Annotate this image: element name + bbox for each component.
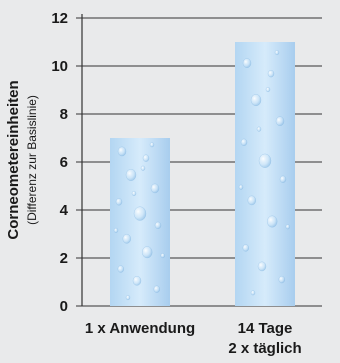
water-droplet bbox=[122, 233, 132, 244]
bar bbox=[110, 138, 170, 306]
water-droplet bbox=[257, 261, 267, 272]
water-droplet bbox=[266, 215, 278, 228]
x-category-label: 1 x Anwendung bbox=[85, 320, 195, 337]
water-droplet bbox=[125, 168, 137, 181]
water-droplet bbox=[274, 50, 280, 56]
water-droplet bbox=[149, 142, 155, 148]
y-axis-ticks: 0 2 4 6 8 10 12 bbox=[51, 10, 68, 315]
water-droplet bbox=[132, 275, 142, 286]
y-axis-title: Corneometereinheiten (Differenz zur Basi… bbox=[5, 80, 39, 239]
x-axis-labels: 1 x Anwendung 14 Tage 2 x täglich bbox=[85, 320, 302, 357]
water-droplet bbox=[278, 275, 286, 284]
y-axis-label: Corneometereinheiten bbox=[5, 80, 22, 239]
water-droplet bbox=[265, 86, 271, 93]
water-droplet bbox=[238, 184, 244, 190]
water-droplet bbox=[160, 253, 166, 259]
bars bbox=[110, 42, 295, 306]
water-droplet bbox=[125, 295, 131, 301]
water-droplet bbox=[115, 198, 123, 206]
water-droplet bbox=[267, 69, 275, 78]
water-droplet bbox=[131, 190, 137, 196]
water-droplet bbox=[242, 244, 250, 252]
water-droplet bbox=[250, 94, 262, 107]
y-tick-label: 4 bbox=[60, 202, 69, 219]
water-droplet bbox=[247, 195, 257, 206]
water-droplet bbox=[258, 153, 272, 168]
x-category-label: 2 x täglich bbox=[228, 340, 301, 357]
y-tick-label: 12 bbox=[51, 10, 68, 27]
y-tick-label: 0 bbox=[60, 298, 68, 315]
x-category-label: 14 Tage bbox=[238, 320, 293, 337]
water-droplet bbox=[153, 285, 161, 293]
water-droplet bbox=[141, 246, 153, 259]
water-droplet bbox=[256, 126, 262, 132]
water-droplet bbox=[142, 154, 150, 162]
water-droplet bbox=[250, 290, 256, 296]
water-droplet bbox=[285, 224, 291, 230]
y-tick-label: 8 bbox=[60, 106, 68, 123]
y-axis-sublabel: (Differenz zur Basislinie) bbox=[25, 95, 39, 225]
water-droplet bbox=[154, 221, 162, 230]
water-droplet bbox=[140, 165, 146, 171]
water-droplet bbox=[275, 116, 285, 127]
bar bbox=[235, 42, 295, 306]
bar-body bbox=[235, 42, 295, 306]
water-droplet bbox=[240, 138, 248, 147]
water-droplet bbox=[242, 58, 252, 68]
water-droplet bbox=[133, 206, 147, 221]
water-droplet bbox=[150, 183, 160, 194]
water-droplet bbox=[113, 227, 119, 233]
y-tick-label: 10 bbox=[51, 58, 68, 75]
water-droplet bbox=[279, 175, 287, 183]
water-droplet bbox=[117, 146, 127, 157]
y-tick-label: 2 bbox=[60, 250, 68, 267]
y-tick-label: 6 bbox=[60, 154, 68, 171]
water-droplet bbox=[117, 265, 125, 273]
